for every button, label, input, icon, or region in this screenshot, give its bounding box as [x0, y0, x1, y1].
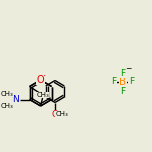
Text: F: F	[120, 86, 125, 95]
Text: CH₃: CH₃	[1, 90, 14, 97]
Text: CH₃: CH₃	[55, 112, 68, 117]
Text: O: O	[37, 75, 44, 85]
Text: F: F	[120, 69, 125, 78]
Text: B: B	[119, 77, 126, 87]
Text: CH₃: CH₃	[36, 92, 49, 98]
Text: −: −	[125, 64, 132, 74]
Text: CH₃: CH₃	[1, 102, 14, 109]
Text: ·: ·	[43, 71, 46, 81]
Text: F: F	[111, 78, 116, 86]
Text: N: N	[13, 95, 19, 104]
Text: O: O	[52, 110, 59, 119]
Text: F: F	[129, 78, 134, 86]
